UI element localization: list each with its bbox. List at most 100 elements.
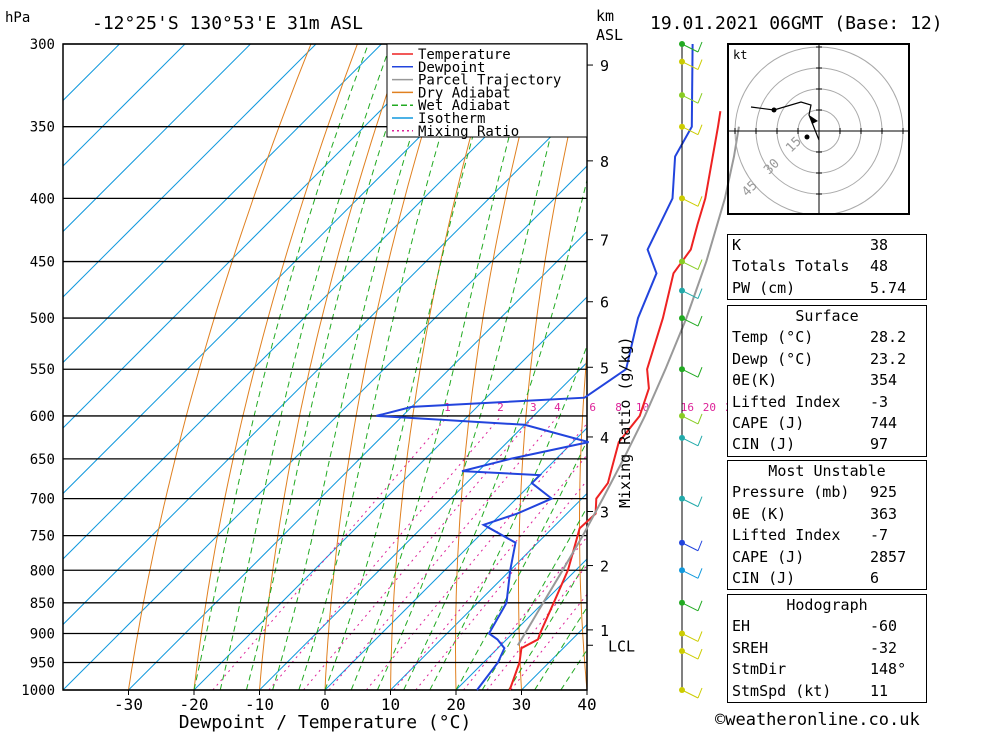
surface-row: Lifted Index -3	[732, 392, 889, 411]
hodograph-indices-panel: Hodograph EH -60 SREH -32 StmDir 148° StmSp…	[727, 594, 927, 703]
pressure-tick-label: 350	[30, 120, 55, 136]
series-line-parcel-trajectory	[516, 126, 740, 646]
hodograph-trace	[750, 101, 820, 141]
wind-barb	[681, 602, 699, 612]
hodo-row: SREH -32	[732, 638, 898, 657]
wind-barb	[681, 261, 699, 271]
pressure-tick-label: 300	[30, 37, 55, 53]
km-label: 3	[600, 503, 609, 521]
x-tick-label: -30	[114, 695, 143, 714]
hodograph-panel: kt 15 30 45	[727, 43, 910, 216]
mu-row: CIN (J) 6	[732, 568, 880, 587]
wind-barb-flag	[697, 568, 703, 579]
pressure-tick-label: 900	[30, 626, 55, 642]
wet-adiabat-line	[429, 344, 587, 690]
legend-label: Dewpoint	[418, 60, 485, 76]
x-tick-label: 10	[381, 695, 400, 714]
hodo-row: EH -60	[732, 617, 898, 636]
isotherm-line	[324, 427, 587, 690]
wind-barb	[681, 290, 699, 300]
legend-box	[386, 43, 588, 138]
wet-adiabat-line	[298, 44, 469, 690]
pressure-tick-label: 600	[30, 409, 55, 425]
hodo-row: StmDir 148°	[732, 660, 907, 679]
pressure-tick-label: 950	[30, 655, 55, 671]
isotherm-line	[63, 44, 186, 167]
km-label: 8	[600, 153, 609, 171]
wind-barb	[681, 569, 699, 579]
wet-adiabat-line	[272, 44, 441, 690]
mu-row: θE (K) 363	[732, 504, 898, 523]
pressure-tick-label: 650	[30, 452, 55, 468]
pressure-tick-label: 800	[30, 563, 55, 579]
wind-barb-flag	[697, 59, 703, 70]
surface-row: Dewp (°C) 23.2	[732, 349, 907, 368]
isotherm-line	[259, 361, 587, 690]
wind-barb-flag	[697, 315, 703, 327]
mu-row: CAPE (J) 2857	[732, 547, 907, 566]
index-row-k: K 38	[732, 236, 889, 254]
series-line-dewpoint	[376, 43, 694, 691]
series-line-temperature	[508, 111, 722, 691]
wind-barb	[681, 498, 699, 508]
wind-barb	[681, 317, 699, 327]
asl-unit-label: ASL	[596, 26, 623, 44]
isotherm-line	[63, 44, 448, 429]
wind-barb-flag	[697, 196, 703, 207]
legend-label: Wet Adiabat	[418, 98, 511, 114]
hodograph-point	[771, 107, 777, 113]
x-tick-label: 30	[512, 695, 531, 714]
index-row-pw: PW (cm) 5.74	[732, 278, 907, 297]
mixing-ratio-label: 2	[497, 401, 504, 414]
mixing-ratio-label: 1	[444, 401, 451, 414]
storm-motion-arrow	[809, 115, 818, 124]
km-unit-label: km	[596, 7, 614, 25]
isotherm-line	[63, 44, 251, 233]
hodograph-ring-label: 15	[783, 134, 805, 156]
x-axis-label: Dewpoint / Temperature (°C)	[179, 712, 472, 733]
hodograph-point	[804, 134, 810, 140]
pressure-tick-label: 550	[30, 362, 55, 378]
wind-barb	[681, 368, 699, 378]
wind-barb	[681, 650, 699, 660]
mixing-ratio-label: 16	[681, 401, 694, 414]
legend-label: Isotherm	[418, 111, 485, 127]
wind-barb-flag	[697, 124, 703, 135]
km-label: LCL	[608, 637, 635, 655]
mixing-ratio-label: 8	[615, 401, 622, 414]
mixing-ratio-line	[393, 454, 587, 690]
dry-adiabat-line	[324, 44, 451, 690]
km-label: 1	[600, 622, 609, 640]
wind-barb-flag	[697, 631, 703, 642]
pressure-tick-label: 750	[30, 529, 55, 545]
km-label: 4	[600, 429, 609, 447]
wind-barb	[681, 61, 699, 71]
mu-row: Lifted Index -7	[732, 526, 889, 545]
km-label: 7	[600, 232, 609, 250]
wet-adiabat-line	[193, 44, 369, 690]
hodograph-unit: kt	[733, 48, 747, 62]
legend-label: Mixing Ratio	[418, 124, 519, 140]
wet-adiabat-line	[376, 44, 575, 690]
mixing-ratio-label: 20	[703, 401, 716, 414]
surface-panel: Surface Temp (°C) 28.2 Dewp (°C) 23.2 θE(K…	[727, 305, 927, 457]
wind-barb-flag	[697, 600, 703, 611]
wind-barb	[681, 689, 699, 699]
surface-row: CAPE (J) 744	[732, 413, 898, 432]
isotherm-line	[63, 99, 587, 626]
legend-label: Dry Adiabat	[418, 85, 511, 101]
mixing-ratio-line	[212, 415, 449, 690]
surface-title: Surface	[795, 307, 859, 325]
surface-row: θE(K) 354	[732, 371, 898, 390]
credit-link[interactable]: ©weatheronline.co.uk	[715, 710, 920, 730]
wind-barb-flag	[697, 367, 703, 378]
most-unstable-panel: Most Unstable Pressure (mb) 925 θE (K) 363…	[727, 460, 927, 591]
indices-panel: K 38 Totals Totals 48 PW (cm) 5.74	[727, 234, 927, 301]
km-label: 6	[600, 294, 609, 312]
dry-adiabat-line	[639, 44, 683, 690]
wind-barb-flag	[697, 41, 703, 53]
dry-adiabat-line	[455, 44, 544, 690]
wet-adiabat-line	[219, 44, 392, 690]
wind-barb	[681, 197, 699, 207]
